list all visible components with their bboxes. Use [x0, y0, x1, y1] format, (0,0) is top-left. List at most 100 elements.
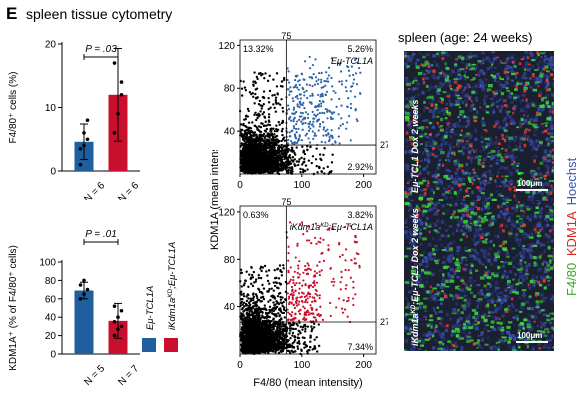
- data-point: [269, 346, 273, 350]
- data-point: [268, 311, 271, 314]
- data-point: [263, 115, 266, 118]
- data-point: [322, 167, 325, 170]
- data-point: [253, 157, 257, 161]
- data-point: [245, 150, 249, 153]
- data-point: [312, 117, 315, 120]
- data-point: [297, 163, 300, 167]
- data-point: [295, 146, 298, 149]
- data-point: [271, 94, 274, 97]
- data-point: [266, 337, 269, 340]
- data-point: [270, 166, 273, 169]
- data-point: [289, 156, 292, 160]
- data-point: [272, 289, 276, 292]
- scatter-points: [238, 55, 362, 176]
- data-point: [317, 323, 320, 326]
- data-point: [275, 335, 279, 339]
- data-point: [333, 280, 336, 283]
- bar: [74, 290, 94, 354]
- data-point: [279, 168, 282, 172]
- data-point: [306, 239, 309, 242]
- data-point: [289, 329, 292, 332]
- data-point: [358, 266, 361, 269]
- data-point: [263, 264, 267, 268]
- data-point: [282, 324, 285, 328]
- data-point: [246, 161, 249, 164]
- data-point: [290, 146, 294, 149]
- category-label: N = 7: [116, 363, 140, 388]
- data-point: [275, 127, 278, 131]
- data-point: [275, 329, 279, 332]
- data-point: [247, 169, 250, 172]
- data-point: [278, 264, 282, 267]
- data-point: [311, 85, 314, 88]
- data-point: [313, 270, 316, 273]
- data-point: [299, 111, 303, 115]
- data-point: [289, 162, 293, 165]
- data-point: [313, 113, 316, 116]
- data-point: [310, 300, 314, 303]
- data-point: [253, 132, 256, 136]
- data-point: [268, 338, 271, 342]
- data-point: [316, 171, 319, 174]
- data-point: [252, 153, 255, 156]
- data-point: [326, 128, 329, 131]
- data-point: [334, 141, 337, 144]
- data-point: [354, 58, 357, 61]
- data-point: [293, 306, 297, 310]
- data-point: [307, 225, 310, 228]
- data-point: [350, 259, 353, 262]
- data-point: [282, 267, 285, 270]
- data-point: [338, 142, 341, 145]
- data-point: [263, 316, 266, 320]
- data-point: [288, 117, 291, 120]
- data-point: [296, 244, 299, 247]
- data-point: [242, 292, 245, 295]
- data-point: [243, 132, 247, 136]
- data-point: [306, 168, 309, 171]
- x-tick-label: 0: [237, 180, 243, 191]
- data-point: [313, 300, 316, 303]
- data-point: [275, 305, 279, 309]
- data-point: [267, 113, 271, 116]
- data-point: [268, 282, 271, 285]
- data-point: [340, 83, 344, 86]
- data-point: [294, 153, 297, 156]
- data-point: [304, 268, 307, 272]
- data-point: [323, 126, 326, 129]
- data-point: [313, 347, 317, 350]
- data-point: [324, 93, 327, 96]
- data-point: [294, 300, 297, 303]
- data-point: [303, 295, 307, 298]
- data-point: [264, 72, 267, 75]
- data-point: [331, 136, 334, 139]
- data-point: [259, 165, 263, 169]
- data-point: [82, 143, 86, 148]
- data-point: [263, 124, 266, 127]
- data-point: [303, 341, 307, 344]
- data-point: [247, 109, 250, 113]
- data-point: [280, 139, 283, 143]
- data-point: [308, 295, 311, 298]
- data-point: [242, 317, 245, 320]
- data-point: [255, 307, 259, 310]
- data-point: [272, 127, 275, 130]
- data-point: [297, 292, 301, 295]
- data-point: [267, 123, 270, 126]
- data-point: [269, 167, 272, 171]
- data-point: [263, 338, 266, 342]
- data-point: [266, 279, 270, 283]
- data-point: [274, 96, 278, 99]
- data-point: [266, 133, 270, 136]
- data-point: [241, 158, 245, 161]
- data-point: [314, 292, 317, 296]
- data-point: [287, 252, 290, 255]
- quadrant-label-top-right: 5.26%: [347, 44, 373, 54]
- data-point: [320, 140, 323, 143]
- data-point: [116, 327, 120, 331]
- data-point: [307, 129, 311, 132]
- y-tick-label: 80: [224, 84, 236, 95]
- data-point: [309, 268, 312, 271]
- data-point: [305, 132, 309, 136]
- data-point: [288, 221, 292, 224]
- data-point: [354, 293, 357, 296]
